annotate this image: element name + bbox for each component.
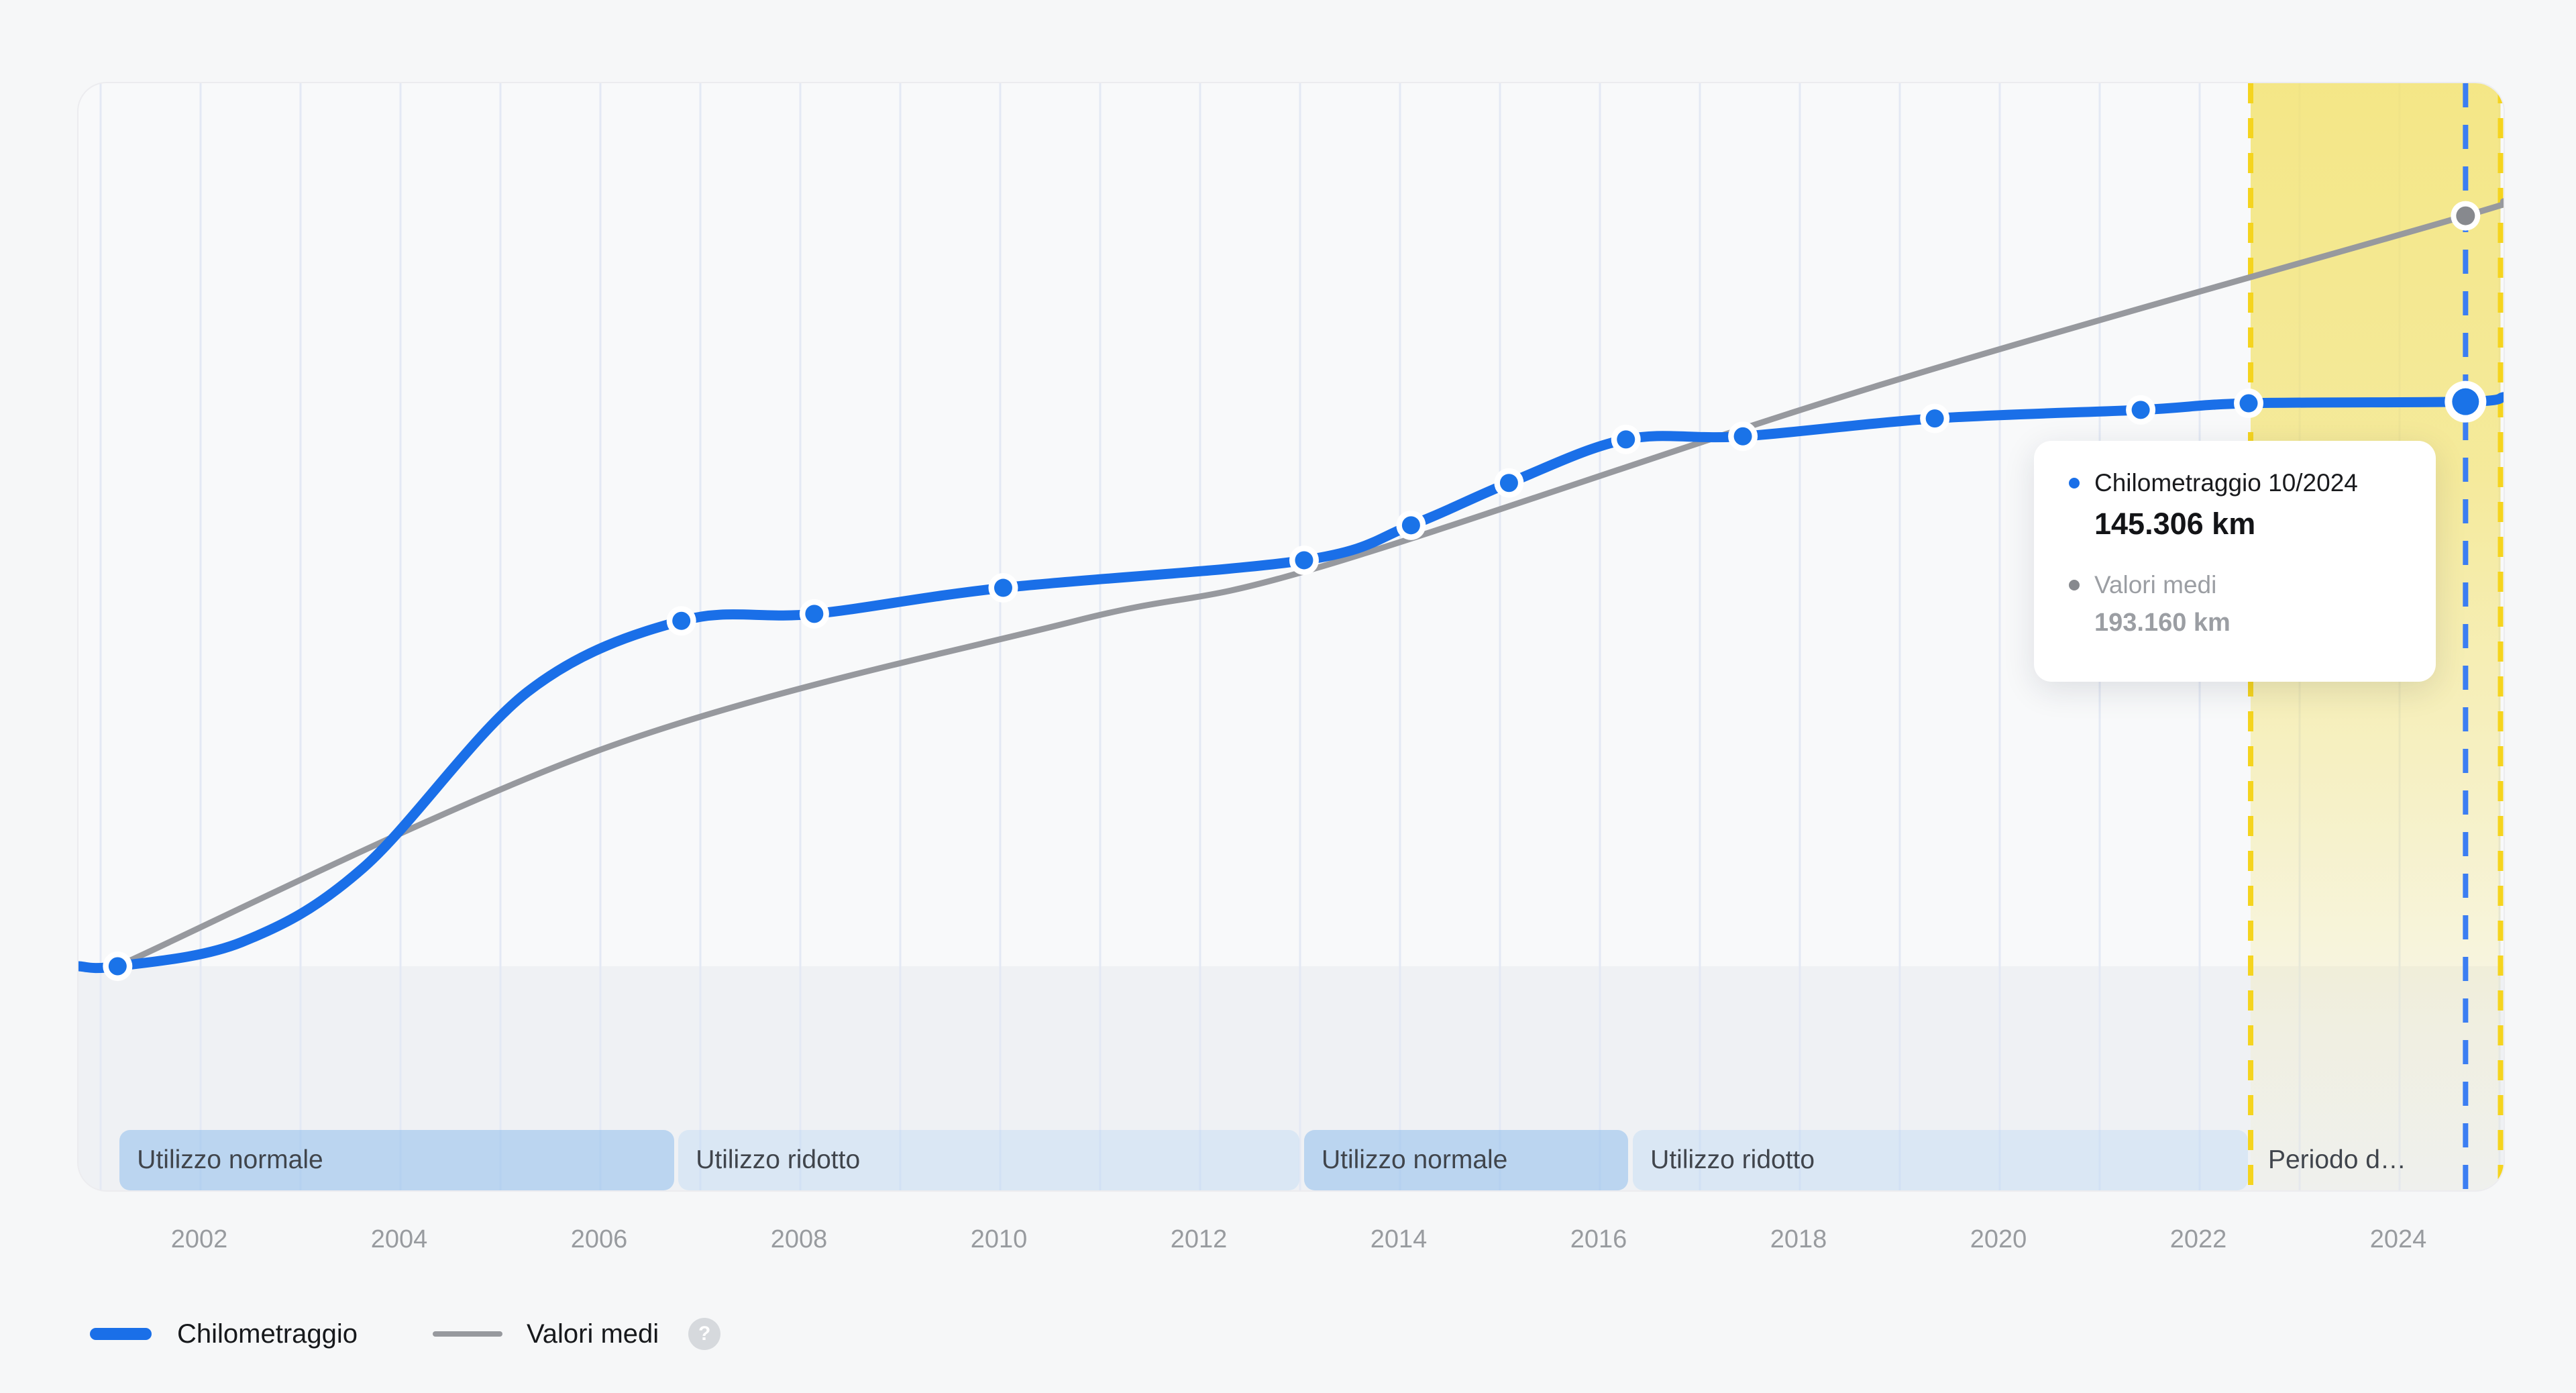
tooltip-average-label: Valori medi bbox=[2094, 571, 2217, 599]
x-axis-tick-label: 2014 bbox=[1370, 1225, 1428, 1253]
x-axis-tick-label: 2002 bbox=[170, 1225, 228, 1253]
blue-series-dot-icon bbox=[2069, 478, 2080, 488]
data-point bbox=[994, 578, 1012, 597]
data-point bbox=[1733, 427, 1752, 446]
x-axis-tick-label: 2022 bbox=[2169, 1225, 2227, 1253]
data-point bbox=[1617, 430, 1635, 449]
data-point bbox=[2131, 401, 2150, 419]
data-point bbox=[2239, 394, 2258, 413]
x-axis-tick-label: 2004 bbox=[370, 1225, 428, 1253]
chart-tooltip: Chilometraggio 10/2024 145.306 km Valori… bbox=[2034, 441, 2436, 682]
tooltip-series-row: Chilometraggio 10/2024 bbox=[2069, 469, 2409, 497]
tooltip-average-value: 193.160 km bbox=[2094, 609, 2231, 637]
help-icon[interactable]: ? bbox=[688, 1318, 721, 1350]
data-point bbox=[1295, 551, 1313, 570]
tooltip-series-label: Chilometraggio 10/2024 bbox=[2094, 469, 2358, 497]
gray-series-dot-icon bbox=[2069, 580, 2080, 590]
x-axis-tick-label: 2012 bbox=[1170, 1225, 1228, 1253]
usage-band: Utilizzo ridotto bbox=[678, 1130, 1299, 1190]
usage-band: Utilizzo normale bbox=[119, 1130, 675, 1190]
data-point bbox=[1499, 474, 1518, 493]
x-axis-tick-label: 2008 bbox=[770, 1225, 828, 1253]
mileage-chart-svg bbox=[78, 83, 2504, 1190]
data-point bbox=[805, 605, 824, 623]
data-point bbox=[1925, 409, 1944, 428]
x-axis-tick-label: 2016 bbox=[1570, 1225, 1627, 1253]
usage-band: Utilizzo normale bbox=[1303, 1130, 1628, 1190]
mileage-legend-swatch-icon bbox=[90, 1328, 152, 1340]
average-legend-swatch-icon bbox=[433, 1331, 503, 1337]
usage-band: Periodo d… bbox=[2267, 1145, 2406, 1174]
tooltip-series-value: 145.306 km bbox=[2094, 507, 2256, 541]
usage-band: Utilizzo ridotto bbox=[1633, 1130, 2248, 1190]
x-axis-tick-label: 2024 bbox=[2369, 1225, 2427, 1253]
data-point bbox=[1401, 516, 1420, 535]
data-point bbox=[2456, 206, 2475, 225]
usage-bands-row: Utilizzo normale Utilizzo ridotto Utilizzo… bbox=[78, 83, 2504, 1190]
x-axis-tick-label: 2006 bbox=[570, 1225, 628, 1253]
x-axis-tick-label: 2010 bbox=[970, 1225, 1028, 1253]
tooltip-average-row: Valori medi bbox=[2069, 571, 2409, 599]
legend-average-label[interactable]: Valori medi bbox=[527, 1319, 659, 1349]
current-mileage-point bbox=[2452, 388, 2479, 415]
x-axis-tick-label: 2020 bbox=[1970, 1225, 2027, 1253]
data-point bbox=[108, 957, 127, 976]
legend-mileage-label[interactable]: Chilometraggio bbox=[177, 1319, 358, 1349]
x-axis-tick-label: 2018 bbox=[1770, 1225, 1827, 1253]
data-point bbox=[672, 611, 691, 630]
chart-legend: Chilometraggio Valori medi ? bbox=[90, 1307, 721, 1361]
